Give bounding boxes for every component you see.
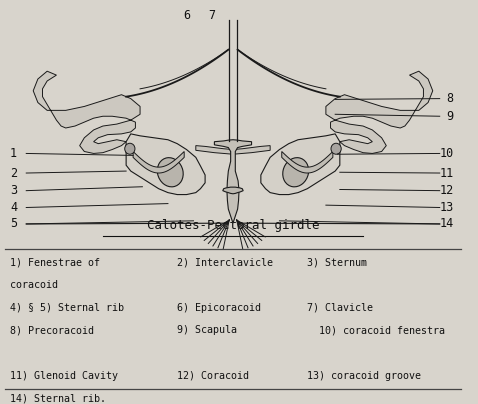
Text: 8: 8 (446, 92, 454, 105)
Text: 5: 5 (10, 217, 17, 230)
Polygon shape (223, 187, 243, 194)
Text: 6: 6 (183, 9, 190, 22)
Text: 2) Interclavicle: 2) Interclavicle (177, 257, 273, 267)
Polygon shape (126, 134, 205, 195)
Text: 3: 3 (10, 184, 17, 197)
Text: 12: 12 (439, 184, 454, 197)
Polygon shape (133, 152, 184, 173)
Text: 6) Epicoracoid: 6) Epicoracoid (177, 303, 261, 313)
Polygon shape (326, 71, 433, 154)
Text: 13: 13 (439, 201, 454, 214)
Text: 9: 9 (446, 110, 454, 123)
Text: 11) Glenoid Cavity: 11) Glenoid Cavity (10, 371, 118, 381)
Text: 13) coracoid groove: 13) coracoid groove (307, 371, 421, 381)
Ellipse shape (157, 158, 183, 187)
Text: 14: 14 (439, 217, 454, 230)
Text: 1: 1 (10, 147, 17, 160)
Text: coracoid: coracoid (10, 280, 58, 290)
Text: 4: 4 (10, 201, 17, 214)
Text: 14) Sternal rib.: 14) Sternal rib. (10, 393, 106, 404)
Ellipse shape (283, 158, 309, 187)
Polygon shape (33, 71, 140, 154)
Text: 8) Precoracoid: 8) Precoracoid (10, 325, 94, 335)
Polygon shape (261, 134, 340, 195)
Text: 11: 11 (439, 166, 454, 179)
Polygon shape (282, 152, 333, 173)
Text: 7: 7 (208, 9, 216, 22)
Text: 3) Sternum: 3) Sternum (307, 257, 367, 267)
Text: 10) coracoid fenestra: 10) coracoid fenestra (307, 325, 445, 335)
Text: 2: 2 (10, 166, 17, 179)
Polygon shape (215, 140, 251, 223)
Text: 1) Fenestrae of: 1) Fenestrae of (10, 257, 100, 267)
Ellipse shape (331, 143, 341, 154)
Text: 9) Scapula: 9) Scapula (177, 325, 237, 335)
Polygon shape (196, 145, 270, 154)
Text: 7) Clavicle: 7) Clavicle (307, 303, 373, 313)
Ellipse shape (125, 143, 135, 154)
Text: 12) Coracoid: 12) Coracoid (177, 371, 249, 381)
Text: 4) § 5) Sternal rib: 4) § 5) Sternal rib (10, 303, 124, 313)
Text: Calotes-Pectoral girdle: Calotes-Pectoral girdle (147, 219, 319, 232)
Text: 10: 10 (439, 147, 454, 160)
